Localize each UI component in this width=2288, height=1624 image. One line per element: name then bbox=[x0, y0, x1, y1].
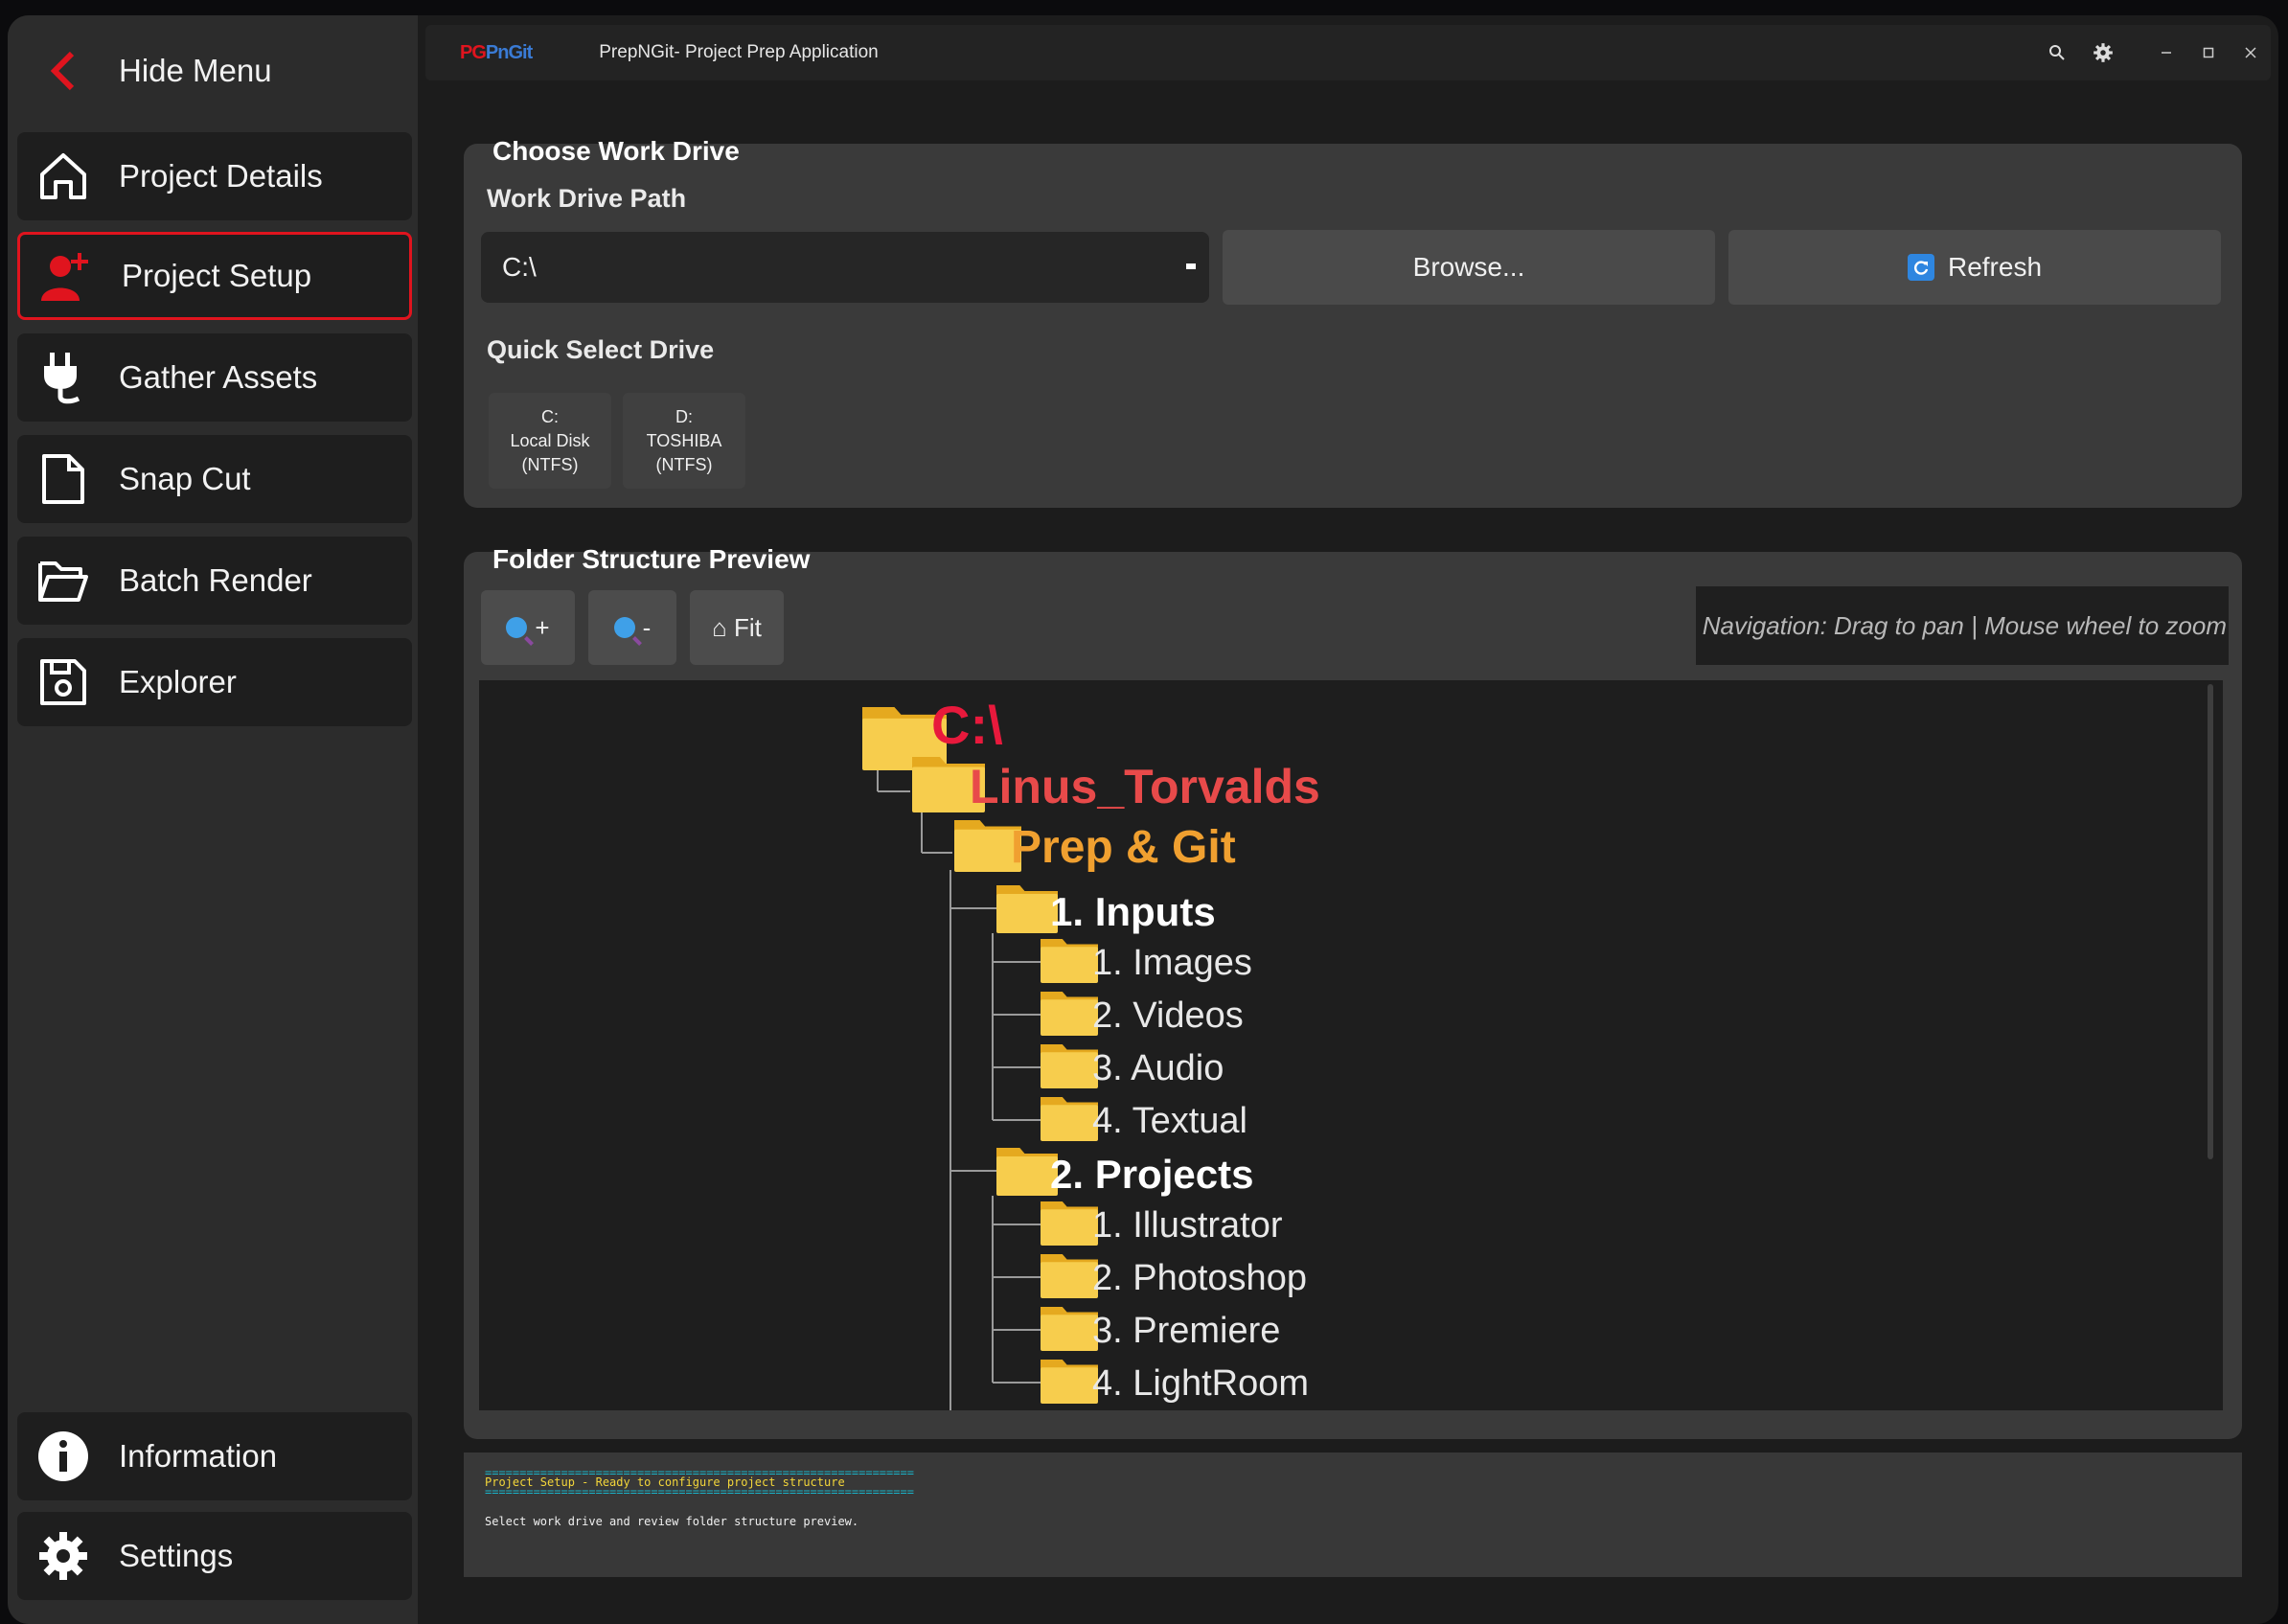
tree-child-label: 1. Illustrator bbox=[1092, 1205, 1283, 1246]
hide-menu-label: Hide Menu bbox=[119, 53, 272, 88]
sidebar-item-gather-assets[interactable]: Gather Assets bbox=[17, 333, 412, 422]
add-user-icon bbox=[26, 232, 106, 320]
sidebar-item-settings[interactable]: Settings bbox=[17, 1512, 412, 1600]
title-bar: PGPnGit PrepNGit- Project Prep Applicati… bbox=[425, 25, 2271, 80]
folder-icon bbox=[912, 757, 985, 812]
app-logo: PGPnGit bbox=[460, 41, 533, 63]
sidebar-item-batch-render[interactable]: Batch Render bbox=[17, 537, 412, 625]
tree-child-label: 2. Photoshop bbox=[1092, 1258, 1307, 1298]
chevron-down-icon bbox=[1186, 263, 1196, 269]
folder-icon bbox=[1041, 1307, 1098, 1351]
status-log: ========================================… bbox=[464, 1452, 2242, 1577]
folder-icon bbox=[996, 885, 1058, 933]
zoom-out-button[interactable]: - bbox=[588, 590, 676, 665]
tree-group-label: 2. Projects bbox=[1050, 1152, 1253, 1197]
folder-icon bbox=[1041, 1254, 1098, 1298]
folder-preview-panel: Folder Structure Preview + - ⌂ Fit Navig… bbox=[464, 544, 2242, 1439]
tree-root-label: C:\ bbox=[931, 695, 1003, 755]
sidebar: Hide Menu Project Details Project Setup … bbox=[8, 15, 418, 1624]
drive-letter: C: bbox=[541, 406, 559, 426]
work-drive-path-label: Work Drive Path bbox=[487, 184, 687, 213]
log-status-line: Project Setup - Ready to configure proje… bbox=[485, 1475, 845, 1489]
tree-child-label: 3. Audio bbox=[1092, 1048, 1224, 1088]
drive-tile-c[interactable]: C: Local Disk (NTFS) bbox=[489, 393, 611, 489]
zoom-out-label: - bbox=[642, 612, 652, 642]
minimize-icon[interactable] bbox=[2150, 36, 2183, 69]
refresh-button[interactable]: Refresh bbox=[1728, 230, 2221, 305]
log-separator: ========================================… bbox=[485, 1485, 914, 1498]
drive-name: Local Disk bbox=[510, 430, 590, 450]
folder-icon bbox=[953, 820, 1021, 872]
tree-child-label: 4. Textual bbox=[1092, 1101, 1247, 1141]
tree-child-label: 2. Videos bbox=[1092, 995, 1244, 1036]
tree-project-label: Prep & Git bbox=[1011, 822, 1236, 873]
drive-filesystem: (NTFS) bbox=[655, 454, 713, 474]
vertical-scrollbar[interactable] bbox=[2208, 684, 2213, 1159]
log-separator: ========================================… bbox=[485, 1466, 914, 1479]
folder-tree: C:\Linus_Torvalds Prep & Git 1. Inputs 1. I… bbox=[862, 695, 1320, 1410]
sidebar-item-project-details[interactable]: Project Details bbox=[17, 132, 412, 220]
plug-icon bbox=[23, 333, 103, 422]
sidebar-item-label: Settings bbox=[119, 1538, 234, 1573]
work-drive-path-value: C:\ bbox=[502, 252, 537, 282]
home-icon bbox=[23, 132, 103, 220]
magnifier-icon bbox=[506, 617, 528, 638]
tree-child-label: 3. Premiere bbox=[1092, 1311, 1280, 1351]
browse-button[interactable]: Browse... bbox=[1223, 230, 1715, 305]
refresh-icon bbox=[1907, 254, 1934, 281]
close-icon[interactable] bbox=[2234, 36, 2267, 69]
sidebar-item-explorer[interactable]: Explorer bbox=[17, 638, 412, 726]
folder-icon bbox=[1041, 939, 1098, 983]
info-icon bbox=[23, 1412, 103, 1500]
folder-icon bbox=[1041, 1097, 1098, 1141]
work-drive-title: Choose Work Drive bbox=[492, 136, 740, 166]
maximize-icon[interactable] bbox=[2192, 36, 2225, 69]
tree-child-label: 1. Images bbox=[1092, 943, 1252, 983]
drive-filesystem: (NTFS) bbox=[521, 454, 579, 474]
sidebar-item-label: Explorer bbox=[119, 664, 237, 699]
zoom-in-button[interactable]: + bbox=[481, 590, 575, 665]
folder-icon bbox=[1041, 1360, 1098, 1404]
tree-child-label: 4. LightRoom bbox=[1092, 1363, 1309, 1404]
drive-letter: D: bbox=[675, 406, 693, 426]
app-title: PrepNGit- Project Prep Application bbox=[599, 42, 879, 62]
drive-tile-d[interactable]: D: TOSHIBA (NTFS) bbox=[623, 393, 745, 489]
fit-button[interactable]: ⌂ Fit bbox=[690, 590, 784, 665]
sidebar-item-label: Snap Cut bbox=[119, 461, 251, 496]
folder-open-icon bbox=[23, 537, 103, 625]
gear-icon[interactable] bbox=[2087, 36, 2119, 69]
magnifier-icon bbox=[613, 617, 635, 638]
folder-icon bbox=[1041, 1044, 1098, 1088]
tree-group-label: 1. Inputs bbox=[1050, 889, 1216, 934]
drive-name: TOSHIBA bbox=[646, 430, 722, 450]
folder-preview-title: Folder Structure Preview bbox=[492, 544, 811, 574]
document-icon bbox=[23, 435, 103, 523]
folder-icon bbox=[1041, 1201, 1098, 1246]
sidebar-item-snap-cut[interactable]: Snap Cut bbox=[17, 435, 412, 523]
hide-menu-button[interactable]: Hide Menu bbox=[17, 34, 412, 107]
save-disk-icon bbox=[23, 638, 103, 726]
app-window: Hide Menu Project Details Project Setup … bbox=[8, 15, 2278, 1624]
refresh-label: Refresh bbox=[1947, 252, 2043, 282]
navigation-hint: Navigation: Drag to pan | Mouse wheel to… bbox=[1696, 586, 2229, 665]
sidebar-item-information[interactable]: Information bbox=[17, 1412, 412, 1500]
sidebar-item-project-setup[interactable]: Project Setup bbox=[17, 232, 412, 320]
log-message-line: Select work drive and review folder stru… bbox=[485, 1515, 859, 1528]
folder-tree-canvas[interactable]: C:\ Linus_Torvalds Prep & Git 1. Inputs 1. I… bbox=[479, 680, 2223, 1410]
sidebar-item-label: Project Details bbox=[119, 158, 323, 194]
sidebar-item-label: Project Setup bbox=[122, 258, 312, 293]
folder-icon bbox=[1041, 992, 1098, 1036]
gear-icon bbox=[23, 1512, 103, 1600]
tree-user-label: Linus_Torvalds bbox=[970, 760, 1320, 813]
chevron-left-icon bbox=[23, 50, 103, 92]
search-icon[interactable] bbox=[2041, 36, 2073, 69]
zoom-in-label: + bbox=[535, 612, 550, 642]
sidebar-item-label: Information bbox=[119, 1438, 278, 1474]
sidebar-item-label: Batch Render bbox=[119, 562, 312, 598]
quick-select-label: Quick Select Drive bbox=[487, 335, 715, 364]
work-drive-path-select[interactable]: C:\ bbox=[481, 232, 1209, 303]
sidebar-item-label: Gather Assets bbox=[119, 359, 318, 395]
folder-icon bbox=[996, 1148, 1058, 1196]
work-drive-panel: Choose Work Drive Work Drive Path C:\ Br… bbox=[464, 136, 2242, 508]
